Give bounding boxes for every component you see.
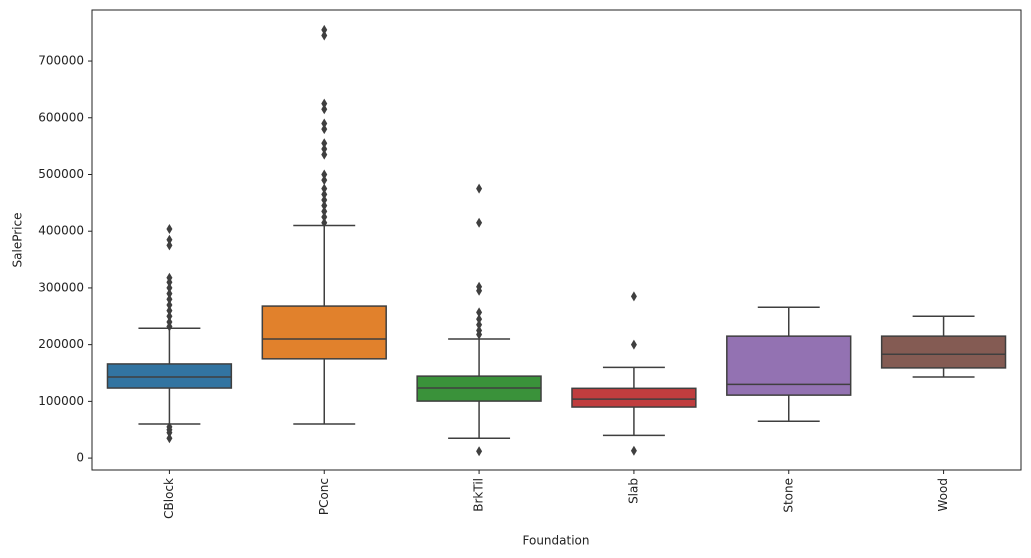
outlier [166, 277, 173, 288]
outlier [321, 200, 328, 211]
y-tick-label: 600000 [38, 110, 84, 124]
outlier [321, 24, 328, 35]
y-tick-label: 100000 [38, 394, 84, 408]
y-tick-label: 400000 [38, 224, 84, 238]
outlier [476, 285, 483, 296]
outlier [321, 175, 328, 186]
outlier [321, 217, 328, 228]
outlier [166, 234, 173, 245]
outlier [321, 143, 328, 154]
box [106, 363, 233, 389]
box [726, 335, 852, 396]
outlier [321, 169, 328, 180]
outlier [630, 291, 637, 302]
y-axis-label: SalePrice [11, 213, 25, 268]
x-tick-label: Slab [626, 478, 640, 504]
outlier [321, 212, 328, 223]
outlier [321, 189, 328, 200]
outlier [166, 288, 173, 299]
box [880, 335, 1007, 369]
x-tick-label: Stone [781, 478, 795, 513]
x-tick-label: Wood [936, 478, 950, 511]
outlier [476, 217, 483, 228]
x-axis-label: Foundation [523, 534, 590, 548]
outlier [476, 307, 483, 318]
outlier [476, 329, 483, 340]
outlier [166, 240, 173, 251]
outlier [630, 445, 637, 456]
x-tick-label: BrkTil [472, 478, 486, 512]
outlier [321, 206, 328, 217]
outlier [630, 339, 637, 350]
box [571, 387, 697, 408]
y-tick-label: 300000 [38, 280, 84, 294]
outlier [166, 427, 173, 438]
y-tick-label: 700000 [38, 54, 84, 68]
outlier [321, 118, 328, 129]
outlier [476, 183, 483, 194]
outlier [321, 138, 328, 149]
outlier [321, 183, 328, 194]
outlier [166, 223, 173, 234]
outlier [166, 299, 173, 310]
outlier [321, 98, 328, 109]
outlier [166, 282, 173, 293]
y-tick-label: 0 [76, 451, 84, 465]
plot-frame [91, 9, 1022, 471]
outlier [166, 433, 173, 444]
outlier [166, 321, 173, 332]
outlier [476, 319, 483, 330]
outlier [166, 305, 173, 316]
outlier [476, 446, 483, 457]
y-tick-label: 500000 [38, 167, 84, 181]
outlier [476, 314, 483, 325]
outlier [321, 104, 328, 115]
y-tick-label: 200000 [38, 337, 84, 351]
outlier [321, 30, 328, 41]
outlier [321, 195, 328, 206]
box [261, 305, 387, 360]
outlier [321, 124, 328, 135]
x-tick-label: PConc [317, 478, 331, 515]
outlier [166, 294, 173, 305]
outlier [321, 149, 328, 160]
outlier [166, 311, 173, 322]
x-tick-label: CBlock [162, 478, 176, 519]
